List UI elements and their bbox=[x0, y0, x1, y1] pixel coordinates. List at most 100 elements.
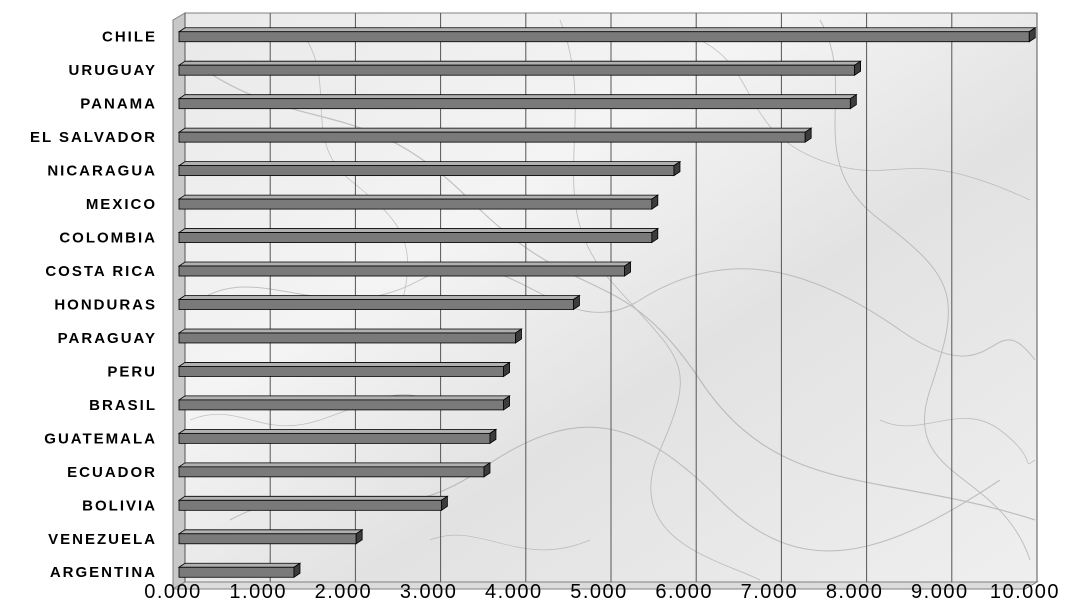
x-tick-label: 5.000 bbox=[570, 581, 628, 603]
x-axis-tick-labels: 0.000 1.000 2.000 3.000 4.000 5.000 6.000 7.000… bbox=[144, 581, 1060, 603]
bar-end-face bbox=[651, 227, 659, 244]
category-label: CHILE bbox=[102, 29, 157, 46]
bar bbox=[177, 294, 581, 311]
x-tick-label: 2.000 bbox=[315, 581, 373, 603]
bar-top-face bbox=[177, 529, 364, 535]
bar bbox=[177, 328, 523, 344]
bar bbox=[177, 428, 498, 445]
category-labels: CHILE URUGUAY PANAMA EL SALVADOR NICARAGUA ME… bbox=[30, 29, 157, 582]
bar-top-face bbox=[177, 94, 858, 100]
category-label: PANAMA bbox=[80, 96, 157, 113]
x-tick-label: 8.000 bbox=[826, 581, 884, 603]
bar-end-face bbox=[440, 495, 448, 512]
category-label: URUGUAY bbox=[69, 62, 157, 79]
bar-front-face bbox=[178, 566, 295, 578]
bar bbox=[177, 160, 682, 177]
bar-front-face bbox=[178, 399, 504, 411]
marble-veins bbox=[189, 19, 1036, 581]
x-tick-label: 0.000 bbox=[144, 581, 202, 603]
bar-top-face bbox=[177, 362, 511, 367]
bar bbox=[177, 395, 511, 411]
bar-end-face bbox=[804, 127, 812, 143]
x-tick-label: 4.000 bbox=[485, 581, 543, 603]
category-label: PERU bbox=[107, 363, 157, 380]
bar-front-face bbox=[178, 332, 516, 344]
x-tick-label: 7.000 bbox=[741, 581, 799, 603]
bar-front-face bbox=[178, 31, 1030, 43]
category-label: MEXICO bbox=[86, 196, 157, 213]
category-label: VENEZUELA bbox=[48, 531, 157, 548]
bar-front-face bbox=[178, 165, 675, 177]
x-tick-label: 6.000 bbox=[655, 581, 713, 603]
category-label: BRASIL bbox=[89, 397, 157, 414]
bar-top-face bbox=[177, 395, 511, 401]
bar-top-face bbox=[177, 60, 862, 66]
bar-front-face bbox=[178, 98, 851, 110]
bar bbox=[177, 60, 862, 76]
bar-front-face bbox=[178, 499, 442, 511]
bar-top-face bbox=[177, 127, 813, 133]
bar-end-face bbox=[624, 261, 631, 277]
bar-end-face bbox=[489, 428, 497, 445]
bar-top-face bbox=[177, 462, 492, 468]
category-label: COSTA RICA bbox=[45, 263, 157, 280]
bar bbox=[177, 361, 511, 378]
bar-front-face bbox=[178, 366, 504, 377]
bar-end-face bbox=[503, 361, 510, 378]
bar-front-face bbox=[178, 466, 485, 478]
bar-end-face bbox=[355, 529, 363, 545]
bar-front-face bbox=[178, 232, 653, 243]
category-label: PARAGUAY bbox=[58, 330, 157, 347]
bar bbox=[177, 261, 632, 277]
category-label: GUATEMALA bbox=[44, 430, 157, 447]
bars bbox=[177, 26, 1037, 579]
bar-end-face bbox=[673, 160, 681, 177]
bar-front-face bbox=[178, 64, 855, 76]
bar bbox=[177, 26, 1037, 43]
category-label: COLOMBIA bbox=[59, 230, 157, 247]
bar-end-face bbox=[503, 395, 510, 411]
bar bbox=[177, 562, 302, 579]
bar-top-face bbox=[177, 194, 660, 200]
bar-end-face bbox=[515, 328, 522, 344]
category-label: BOLIVIA bbox=[82, 497, 157, 514]
category-label: ECUADOR bbox=[67, 464, 157, 481]
x-tick-label: 3.000 bbox=[400, 581, 458, 603]
bar-front-face bbox=[178, 198, 653, 210]
category-label: NICARAGUA bbox=[47, 163, 157, 180]
bar bbox=[177, 462, 492, 478]
bar-front-face bbox=[178, 533, 357, 545]
category-label: HONDURAS bbox=[54, 296, 157, 313]
bar-top-face bbox=[177, 27, 1037, 33]
category-label: EL SALVADOR bbox=[30, 129, 157, 146]
x-tick-label: 9.000 bbox=[911, 581, 969, 603]
bar-front-face bbox=[178, 299, 574, 310]
bar-front-face bbox=[178, 131, 806, 143]
bar-end-face bbox=[849, 93, 857, 110]
bar-top-face bbox=[177, 562, 302, 568]
bar-top-face bbox=[177, 228, 660, 233]
category-label: ARGENTINA bbox=[50, 564, 157, 581]
bar-end-face bbox=[573, 294, 580, 311]
bar-top-face bbox=[177, 328, 523, 334]
bar bbox=[177, 495, 449, 512]
bar bbox=[177, 93, 858, 110]
bar-front-face bbox=[178, 432, 491, 444]
bar-front-face bbox=[178, 265, 625, 277]
bar-end-face bbox=[293, 562, 301, 579]
bar bbox=[177, 127, 813, 143]
bar-top-face bbox=[177, 428, 498, 434]
bar bbox=[177, 194, 660, 210]
bar-top-face bbox=[177, 495, 449, 501]
bar-end-face bbox=[651, 194, 659, 210]
bar-top-face bbox=[177, 295, 581, 300]
bar-top-face bbox=[177, 161, 682, 167]
bar-end-face bbox=[483, 462, 491, 478]
bar-end-face bbox=[1028, 26, 1036, 43]
bar-top-face bbox=[177, 261, 632, 267]
x-tick-label: 10.000 bbox=[990, 581, 1060, 603]
bar bbox=[177, 529, 364, 545]
x-tick-label: 1.000 bbox=[229, 581, 287, 603]
